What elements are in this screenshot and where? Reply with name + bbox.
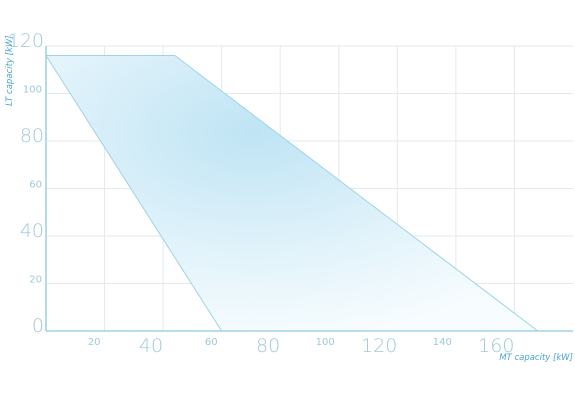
y-tick-label: 40 <box>20 220 44 242</box>
x-axis-title: MT capacity [kW] <box>499 353 573 363</box>
operating-region <box>45 55 540 332</box>
axes <box>45 46 573 332</box>
x-tick-label: 160 <box>478 335 514 357</box>
x-tick-label: 20 <box>88 337 101 348</box>
x-tick-label: 140 <box>433 337 452 348</box>
y-axis-title: LT capacity [kW] <box>5 35 15 106</box>
y-tick-label: 0 <box>32 315 44 337</box>
x-tick-label: 40 <box>139 335 163 357</box>
y-tick-label: 80 <box>20 125 44 147</box>
x-tick-label: 80 <box>256 335 280 357</box>
x-tick-label: 100 <box>316 337 335 348</box>
y-tick-label: 20 <box>29 275 42 286</box>
x-tick-label: 60 <box>205 337 218 348</box>
y-tick-label: 120 <box>8 30 44 52</box>
x-tick-labels: 20 40 60 80 100 120 140 160 <box>88 335 515 357</box>
y-tick-label: 100 <box>23 85 42 96</box>
x-tick-label: 120 <box>361 335 397 357</box>
y-tick-label: 60 <box>29 180 42 191</box>
y-tick-labels: 0 20 40 60 80 100 120 <box>8 30 44 337</box>
